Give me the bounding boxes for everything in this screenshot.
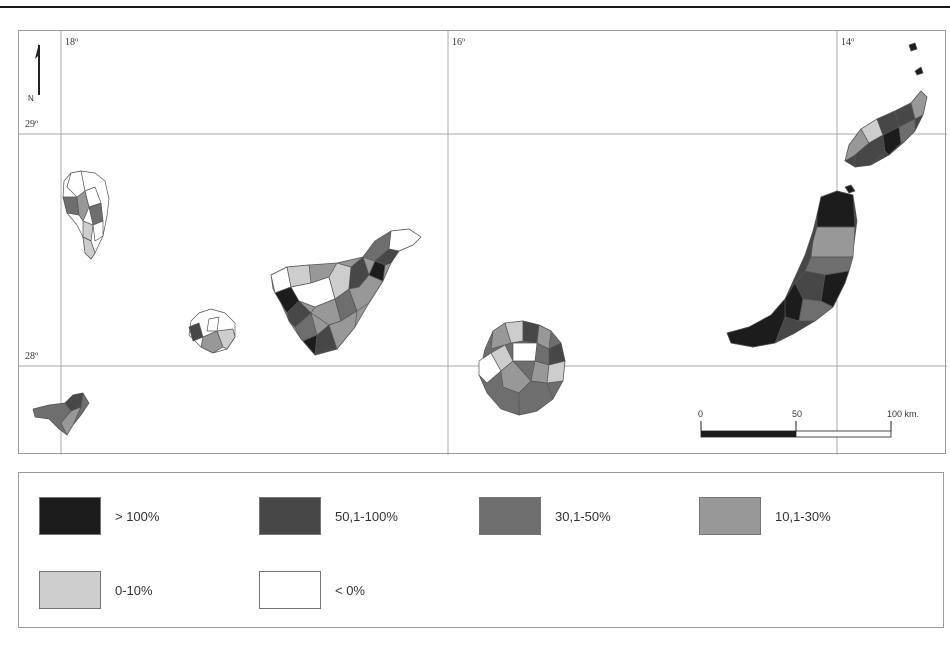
coord-label-28: 28º xyxy=(25,351,38,362)
legend-label: > 100% xyxy=(115,508,160,524)
scale-label-zero: 0 xyxy=(698,409,703,419)
legend-label: 30,1-50% xyxy=(555,508,611,524)
legend-item-50-100: 50,1-100% xyxy=(259,497,398,535)
legend-swatch xyxy=(699,497,761,535)
legend-label: 10,1-30% xyxy=(775,508,831,524)
legend-item-over-100: > 100% xyxy=(39,497,159,535)
legend-item-30-50: 30,1-50% xyxy=(479,497,611,535)
legend-label: 50,1-100% xyxy=(335,508,398,524)
island-la-gomera xyxy=(188,308,236,354)
legend-swatch xyxy=(259,571,321,609)
coord-label-18: 18º xyxy=(65,37,78,48)
legend-item-10-30: 10,1-30% xyxy=(699,497,831,535)
legend-label: 0-10% xyxy=(115,582,153,598)
legend-swatch xyxy=(39,497,101,535)
island-lanzarote xyxy=(844,42,928,168)
legend-item-0-10: 0-10% xyxy=(39,571,153,609)
island-la-palma xyxy=(62,170,110,260)
island-fuerteventura xyxy=(726,184,858,348)
legend-label: < 0% xyxy=(335,582,365,598)
top-rule xyxy=(0,6,950,8)
coord-label-29: 29º xyxy=(25,119,38,130)
map-canvas: 18º 16º 14º 29º 28º N xyxy=(19,31,947,455)
map-frame: 18º 16º 14º 29º 28º N xyxy=(18,30,947,455)
scale-label-end: 100 km. xyxy=(887,409,919,419)
legend-swatch xyxy=(39,571,101,609)
coord-label-16: 16º xyxy=(452,37,465,48)
scale-bar: 0 50 100 km. xyxy=(698,409,919,438)
legend-item-below-0: < 0% xyxy=(259,571,365,609)
coord-label-14: 14º xyxy=(841,37,854,48)
map-legend: > 100% 50,1-100% 30,1-50% 10,1-30% 0-10%… xyxy=(18,472,944,628)
island-el-hierro xyxy=(32,392,90,436)
island-gran-canaria xyxy=(478,320,566,416)
legend-swatch xyxy=(479,497,541,535)
graticule xyxy=(19,31,947,455)
north-label: N xyxy=(28,94,34,103)
island-tenerife xyxy=(270,228,422,356)
north-arrow-icon: N xyxy=(28,43,40,103)
legend-swatch xyxy=(259,497,321,535)
scale-label-mid: 50 xyxy=(792,409,802,419)
